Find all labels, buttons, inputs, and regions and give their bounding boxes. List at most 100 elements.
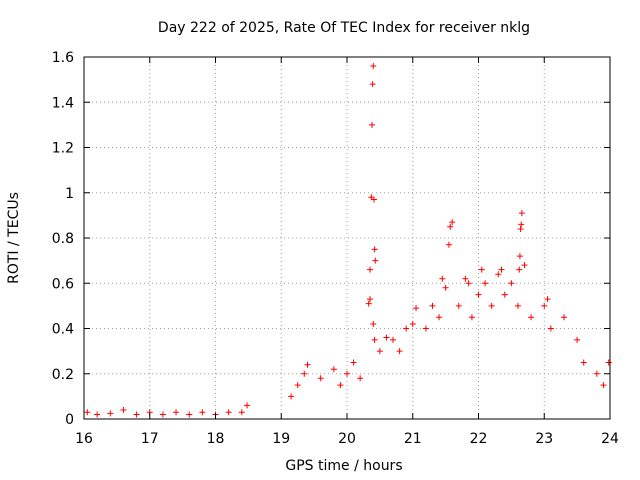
data-point [449,219,456,226]
data-point [468,314,475,321]
data-point [436,314,443,321]
data-point [120,406,127,413]
data-point [409,320,416,327]
data-point [304,361,311,368]
data-point [337,382,344,389]
y-tick-label: 0.4 [52,322,74,338]
data-point [501,291,508,298]
data-point [330,366,337,373]
y-tick-label: 1.2 [52,141,74,157]
data-point [465,280,472,287]
data-point [383,334,390,341]
data-point [159,411,166,418]
data-point [445,241,452,248]
data-point [367,266,374,273]
data-point [84,409,91,416]
data-point [442,284,449,291]
chart-title: Day 222 of 2025, Rate Of TEC Index for r… [158,20,530,36]
data-point [574,336,581,343]
data-point [478,266,485,273]
y-axis-label: ROTI / TECUs [6,192,22,284]
data-point [605,359,612,366]
data-point [422,325,429,332]
data-point [547,325,554,332]
data-point [370,63,377,70]
y-tick-label: 0.6 [52,276,74,292]
data-point [225,409,232,416]
data-point [518,210,525,217]
data-point [462,275,469,282]
data-point [294,382,301,389]
data-point [541,302,548,309]
y-tick-label: 0.2 [52,367,74,383]
data-point [372,257,379,264]
data-point [455,302,462,309]
y-tick-label: 0 [65,412,74,428]
y-tick-label: 0.8 [52,231,74,247]
x-tick-labels: 16 17 18 19 20 21 22 23 24 [75,431,619,447]
x-tick-label: 21 [404,431,422,447]
data-point [508,280,515,287]
x-tick-label: 16 [75,431,93,447]
x-tick-label: 23 [535,431,553,447]
x-axis-label: GPS time / hours [285,458,402,474]
data-point [199,409,206,416]
data-point [495,271,502,278]
data-point [94,411,101,418]
data-point [396,348,403,355]
data-point [514,302,521,309]
data-point [403,325,410,332]
data-point [288,393,295,400]
data-point [376,348,383,355]
y-tick-label: 1.6 [52,50,74,66]
y-tick-label: 1 [65,186,74,202]
data-point [370,196,377,203]
y-tick-label: 1.4 [52,95,74,111]
data-point [369,81,376,88]
data-point [516,266,523,273]
y-tick-labels: 0 0.2 0.4 0.6 0.8 1 1.2 1.4 1.6 [52,50,74,428]
data-point [521,262,528,269]
data-point [475,291,482,298]
x-tick-label: 20 [338,431,356,447]
data-point [517,225,524,232]
data-point [244,402,251,409]
x-tick-label: 24 [601,431,619,447]
data-point [439,275,446,282]
data-point [580,359,587,366]
data-point [600,382,607,389]
data-point [238,409,245,416]
data-point [560,314,567,321]
data-point [367,296,374,303]
data-point [371,246,378,253]
data-points [84,63,612,418]
data-point [370,320,377,327]
x-tick-label: 22 [470,431,488,447]
data-point [544,296,551,303]
data-point [357,375,364,382]
grid-lines [84,57,610,419]
data-point [447,223,454,230]
data-point [317,375,324,382]
data-point [593,370,600,377]
data-point [133,411,140,418]
data-point [482,280,489,287]
x-tick-label: 19 [272,431,290,447]
data-point [301,370,308,377]
data-point [350,359,357,366]
data-point [528,314,535,321]
data-point [107,410,114,417]
data-point [368,121,375,128]
data-point [371,336,378,343]
x-tick-label: 18 [207,431,225,447]
data-point [365,300,372,307]
data-point [390,336,397,343]
data-point [413,305,420,312]
data-point [173,409,180,416]
x-tick-label: 17 [141,431,159,447]
axis-ticks [83,56,611,420]
data-point [518,221,525,228]
data-point [488,302,495,309]
